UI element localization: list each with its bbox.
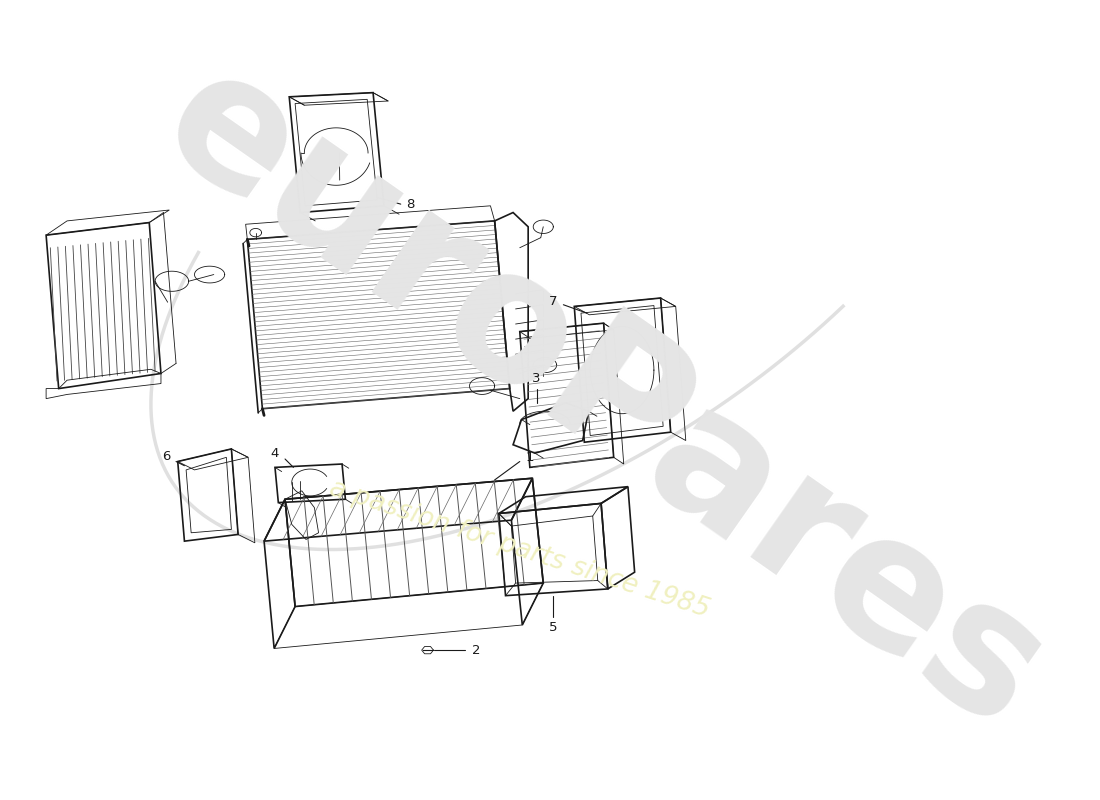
Text: 7: 7 [549, 295, 558, 308]
Text: 6: 6 [162, 450, 170, 463]
Text: 1: 1 [526, 451, 535, 464]
Text: 4: 4 [271, 447, 279, 461]
Text: euroPares: euroPares [131, 30, 1077, 766]
Text: 8: 8 [407, 198, 415, 210]
Text: 2: 2 [472, 644, 481, 657]
Text: a passion for parts since 1985: a passion for parts since 1985 [327, 476, 713, 623]
Text: 3: 3 [532, 372, 541, 385]
Text: 5: 5 [549, 621, 558, 634]
